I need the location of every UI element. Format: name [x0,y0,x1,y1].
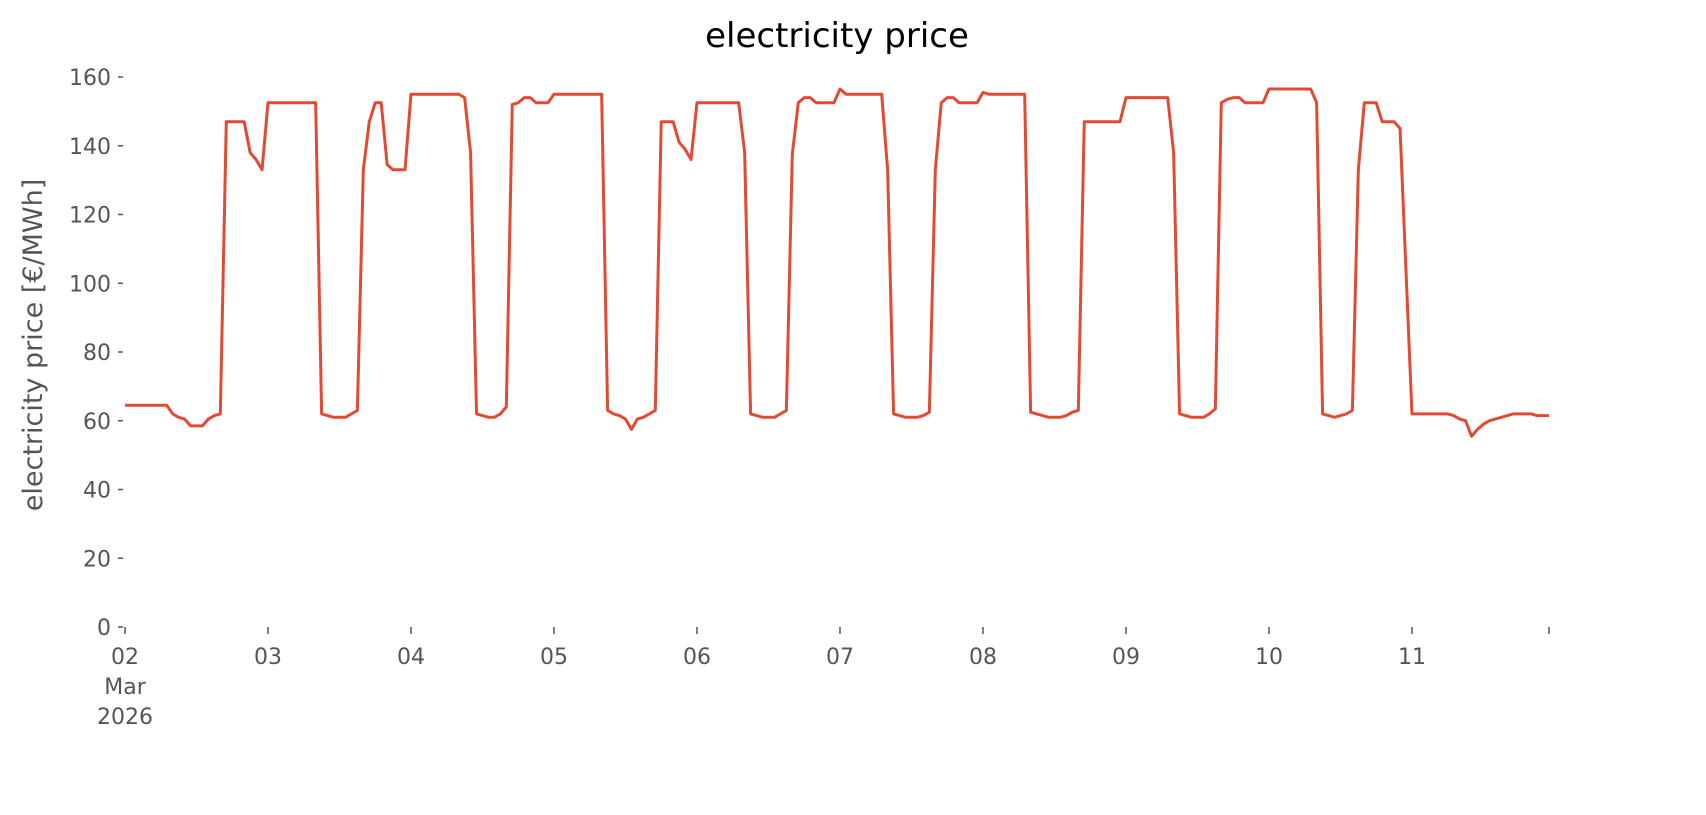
x-tick-label: 04 [397,645,425,670]
x-tick-label: 11 [1398,645,1426,670]
y-tick-label: 40 [83,479,111,504]
x-tick-label: 03 [254,645,282,670]
y-tick-label: 140 [69,135,111,160]
x-tick-label: 10 [1255,645,1283,670]
y-tick-label: 120 [69,204,111,229]
x-tick-label: 05 [540,645,568,670]
x-tick-label: 02 Mar 2026 [97,645,153,730]
y-tick-label: 100 [69,272,111,297]
y-axis-label: electricity price [€/MWh] [18,179,49,511]
y-tick-label: 60 [83,410,111,435]
y-tick-label: 160 [69,66,111,91]
x-tick-label: 08 [969,645,997,670]
x-tick-label: 09 [1112,645,1140,670]
x-tick-label: 06 [683,645,711,670]
y-tick-label: 20 [83,547,111,572]
y-tick-label: 0 [97,616,111,641]
x-tick-label: 07 [826,645,854,670]
price-line [125,87,1549,438]
y-tick-label: 80 [83,341,111,366]
chart-title: electricity price [705,16,969,56]
